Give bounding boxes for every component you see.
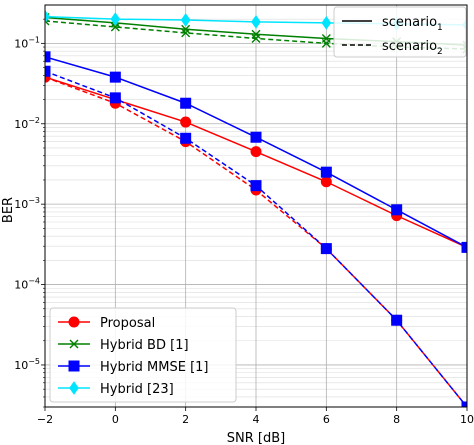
data-point bbox=[321, 38, 331, 48]
series-layer bbox=[45, 9, 467, 407]
data-point bbox=[180, 13, 191, 27]
data-point bbox=[461, 401, 467, 407]
legend-linestyle-label: scenario1 bbox=[382, 15, 443, 33]
x-marker-stroke bbox=[69, 339, 79, 349]
legend-linestyles: scenario1 scenario2 bbox=[333, 6, 467, 58]
data-point bbox=[181, 24, 191, 34]
data-point bbox=[45, 51, 51, 63]
x-marker-stroke bbox=[181, 28, 191, 38]
x-marker-stroke bbox=[110, 22, 120, 32]
data-point bbox=[461, 241, 467, 253]
x-tick-label: 8 bbox=[393, 413, 400, 426]
y-ticks: 10−5 10−4 10−3 10−2 10−1 bbox=[14, 18, 45, 408]
x-marker-stroke bbox=[251, 29, 261, 39]
data-point bbox=[320, 176, 332, 188]
x-marker-stroke bbox=[45, 19, 50, 26]
legend-label: Hybrid MMSE [1] bbox=[100, 360, 209, 375]
legend-linestyle-label: scenario2 bbox=[382, 39, 443, 57]
data-point bbox=[109, 71, 121, 83]
legend-markers-box bbox=[49, 307, 237, 403]
data-point bbox=[250, 146, 262, 158]
data-point bbox=[251, 15, 261, 29]
x-tick-label: 6 bbox=[323, 413, 330, 426]
data-point bbox=[250, 180, 262, 192]
series-hybrid-mmse-1--dashed bbox=[45, 65, 467, 407]
data-point bbox=[45, 65, 51, 77]
y-tick-label: 10−2 bbox=[14, 116, 40, 131]
data-point bbox=[181, 28, 191, 38]
data-point bbox=[320, 243, 332, 255]
legend-entry: Hybrid MMSE [1] bbox=[58, 360, 209, 375]
x-ticks: −2 0 2 4 6 8 10 bbox=[37, 407, 474, 426]
legend-swatch-marker bbox=[68, 316, 80, 328]
data-point bbox=[110, 22, 120, 32]
data-point bbox=[391, 204, 403, 216]
data-point bbox=[391, 314, 403, 326]
legend-entry: Hybrid [23] bbox=[58, 381, 174, 397]
legend-swatch-marker bbox=[69, 339, 79, 349]
data-point bbox=[250, 131, 262, 143]
x-tick-label: 2 bbox=[182, 413, 189, 426]
data-point bbox=[109, 92, 121, 104]
legend-label: Hybrid BD [1] bbox=[100, 338, 189, 353]
x-tick-label: −2 bbox=[37, 413, 53, 426]
x-axis-label: SNR [dB] bbox=[227, 431, 285, 445]
data-point bbox=[251, 33, 261, 43]
x-tick-label: 10 bbox=[460, 413, 474, 426]
legend-swatch-marker bbox=[68, 360, 80, 372]
x-marker-stroke bbox=[321, 38, 331, 48]
series-hybrid-mmse-1--solid bbox=[45, 51, 467, 253]
legend-entry: Proposal bbox=[58, 316, 155, 331]
y-tick-label: 10−4 bbox=[14, 277, 40, 292]
legend-entry: Hybrid BD [1] bbox=[58, 338, 189, 353]
data-point bbox=[321, 15, 332, 30]
data-point bbox=[251, 29, 261, 39]
y-tick-label: 10−1 bbox=[14, 35, 40, 50]
x-marker-stroke bbox=[181, 24, 191, 34]
legend-label: Hybrid [23] bbox=[100, 382, 174, 397]
data-point bbox=[320, 166, 332, 178]
data-point bbox=[180, 116, 192, 128]
x-tick-label: 0 bbox=[112, 413, 119, 426]
y-tick-label: 10−3 bbox=[14, 196, 40, 211]
legend-markers: Proposal Hybrid BD [1] Hybrid MMSE [1] Hybr… bbox=[49, 307, 237, 403]
x-tick-label: 4 bbox=[253, 413, 260, 426]
x-marker-stroke bbox=[45, 16, 50, 22]
y-tick-label: 10−5 bbox=[14, 357, 40, 372]
y-axis-label: BER bbox=[1, 197, 16, 223]
data-point bbox=[110, 12, 121, 27]
data-point bbox=[180, 132, 192, 144]
data-point bbox=[180, 97, 192, 109]
legend-label: Proposal bbox=[100, 316, 155, 331]
x-marker-stroke bbox=[251, 33, 261, 43]
data-point bbox=[45, 9, 50, 24]
legend-swatch-marker bbox=[69, 381, 79, 395]
